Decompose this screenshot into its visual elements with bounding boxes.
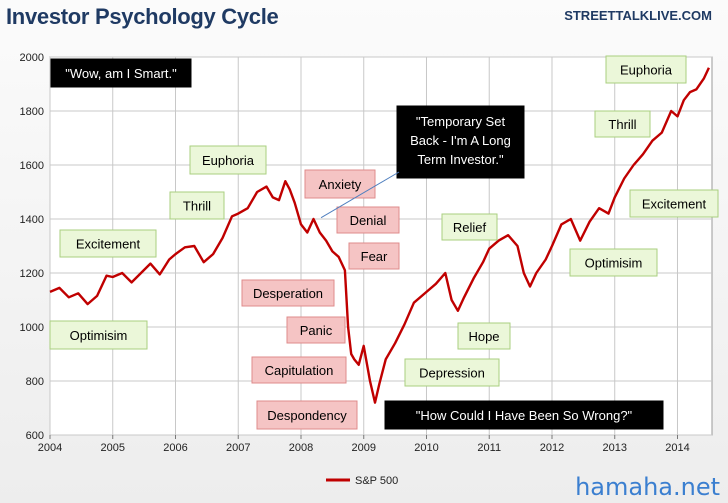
watermark: hamaha.net xyxy=(575,473,720,501)
annotation-line: Back - I'm A Long xyxy=(410,133,511,148)
annotation-label: Panic xyxy=(300,323,333,338)
y-tick-label: 1400 xyxy=(20,214,44,226)
annotation-green: Relief xyxy=(441,213,498,241)
annotation-box xyxy=(286,316,346,344)
x-tick-label: 2013 xyxy=(602,442,626,454)
annotation-label: Optimisim xyxy=(70,328,128,343)
annotation-label: Thrill xyxy=(183,199,211,214)
annotation-label: Thrill xyxy=(608,117,636,132)
annotation-box xyxy=(629,189,719,218)
annotation-box xyxy=(457,322,511,350)
annotation-label: Depression xyxy=(419,366,485,381)
annotation-box xyxy=(304,169,376,199)
annotation-label: "How Could I Have Been So Wrong?" xyxy=(416,408,633,423)
annotation-label: "Wow, am I Smart." xyxy=(65,66,177,81)
x-tick-label: 2010 xyxy=(414,442,438,454)
annotation-red: Panic xyxy=(286,316,346,344)
annotation-red: Desperation xyxy=(241,279,335,307)
annotation-box xyxy=(441,213,498,241)
annotation-label: Optimisim xyxy=(585,256,643,271)
annotation-black: "Temporary Set Back - I'm A Long Term Inve… xyxy=(396,105,525,179)
legend-label: S&P 500 xyxy=(355,475,398,487)
annotation-black: "Wow, am I Smart." xyxy=(50,58,192,88)
annotation-red: Despondency xyxy=(256,400,358,430)
sp500-line xyxy=(49,67,710,404)
annotation-box xyxy=(189,145,267,175)
annotation-label: Despondency xyxy=(267,408,347,423)
annotation-line: Term Investor." xyxy=(417,152,504,167)
annotation-green: Euphoria xyxy=(605,55,687,84)
annotation-box xyxy=(569,248,658,277)
annotations-layer: "Wow, am I Smart." Optimisim Excitement Thr… xyxy=(49,55,719,430)
annotation-box xyxy=(404,358,500,387)
y-tick-label: 800 xyxy=(26,376,44,388)
annotation-box xyxy=(396,105,525,179)
annotation-black: "How Could I Have Been So Wrong?" xyxy=(384,400,664,430)
x-tick-label: 2014 xyxy=(665,442,689,454)
x-tick-label: 2011 xyxy=(477,442,501,454)
annotation-green: Excitement xyxy=(59,229,157,258)
x-tick-label: 2009 xyxy=(352,442,376,454)
annotation-box xyxy=(336,206,400,234)
annotation-box xyxy=(594,110,651,138)
annotation-box xyxy=(605,55,687,84)
annotation-green: Euphoria xyxy=(189,145,267,175)
annotation-label: Excitement xyxy=(76,237,141,252)
x-tick-label: 2012 xyxy=(540,442,564,454)
annotation-label: Desperation xyxy=(253,286,323,301)
annotation-box xyxy=(241,279,335,307)
annotation-green: Thrill xyxy=(594,110,651,138)
annotation-green: Depression xyxy=(404,358,500,387)
series-layer xyxy=(49,67,710,404)
annotation-label: Hope xyxy=(468,329,499,344)
legend: S&P 500 xyxy=(326,475,398,487)
annotation-box xyxy=(348,242,400,270)
x-tick-label: 2007 xyxy=(226,442,250,454)
annotation-green: Optimisim xyxy=(49,320,148,350)
x-tick-label: 2005 xyxy=(101,442,125,454)
callout-pointer xyxy=(320,171,400,219)
annotation-box xyxy=(251,356,347,384)
y-tick-label: 1600 xyxy=(20,160,44,172)
annotation-green: Optimisim xyxy=(569,248,658,277)
y-tick-label: 1200 xyxy=(20,268,44,280)
annotation-label: Fear xyxy=(361,249,388,264)
x-tick-label: 2008 xyxy=(289,442,313,454)
axes: 600 800 1000 1200 1400 1600 1800 2000 2004 2005 20… xyxy=(20,52,690,454)
annotation-red: Anxiety xyxy=(304,169,376,199)
source-label: STREETTALKLIVE.COM xyxy=(564,8,712,23)
annotation-box xyxy=(50,58,192,88)
y-tick-label: 2000 xyxy=(20,52,44,64)
x-tick-label: 2004 xyxy=(38,442,62,454)
annotation-label: Anxiety xyxy=(319,177,362,192)
annotation-red: Fear xyxy=(348,242,400,270)
y-tick-label: 1000 xyxy=(20,322,44,334)
annotation-line: "Temporary Set xyxy=(416,114,506,129)
annotation-label: Euphoria xyxy=(202,153,255,168)
annotation-label: Capitulation xyxy=(265,363,334,378)
annotation-red: Denial xyxy=(336,206,400,234)
annotation-label: Relief xyxy=(453,220,487,235)
y-tick-label: 1800 xyxy=(20,106,44,118)
annotation-box xyxy=(384,400,664,430)
annotation-label: Excitement xyxy=(642,197,707,212)
annotation-box xyxy=(256,400,358,430)
chart-title: Investor Psychology Cycle xyxy=(6,4,279,29)
annotation-green: Thrill xyxy=(169,191,225,220)
annotation-red: Capitulation xyxy=(251,356,347,384)
annotation-green: Excitement xyxy=(629,189,719,218)
x-tick-label: 2006 xyxy=(163,442,187,454)
annotation-box xyxy=(169,191,225,220)
annotation-green: Hope xyxy=(457,322,511,350)
y-tick-label: 600 xyxy=(26,430,44,442)
annotation-label: Euphoria xyxy=(620,63,673,78)
annotation-label: "Temporary Set Back - I'm A Long Term Inve… xyxy=(410,114,511,167)
annotation-box xyxy=(49,320,148,350)
annotation-label: Denial xyxy=(350,213,387,228)
annotation-box xyxy=(59,229,157,258)
